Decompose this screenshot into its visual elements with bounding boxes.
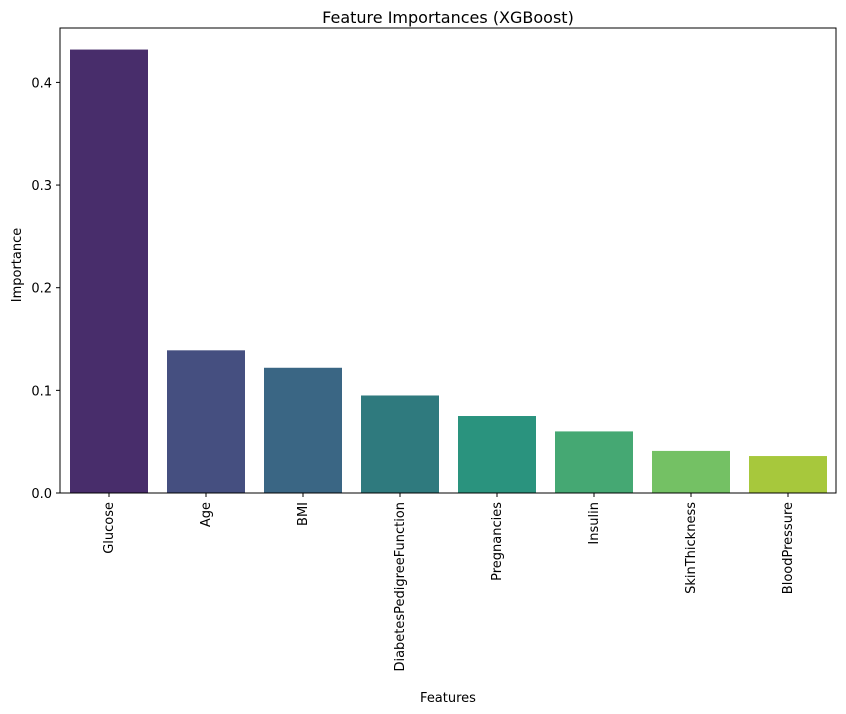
x-axis-ticks: Glucose Age BMI DiabetesPedigreeFunction Pre… (102, 493, 796, 672)
bars-group (70, 49, 827, 494)
y-tick-label: 0.2 (31, 282, 52, 297)
x-tick-label: SkinThickness (684, 502, 699, 594)
plot-frame (59, 27, 837, 494)
x-axis-label: Features (420, 691, 476, 706)
bar-glucose (70, 49, 148, 494)
bar-age (167, 350, 245, 493)
bar-insulin (555, 431, 633, 493)
x-tick-label: Insulin (587, 502, 602, 545)
y-axis-ticks: 0.0 0.1 0.2 0.3 0.4 (31, 76, 60, 502)
y-tick-label: 0.4 (31, 76, 52, 91)
y-axis-label: Importance (10, 228, 25, 303)
y-tick-label: 0.3 (31, 179, 52, 194)
y-tick-label: 0.0 (31, 487, 52, 502)
x-tick-label: BMI (296, 502, 311, 526)
x-tick-label: DiabetesPedigreeFunction (393, 502, 408, 672)
x-tick-label: Pregnancies (490, 502, 505, 581)
bar-pregnancies (458, 416, 536, 493)
y-tick-label: 0.1 (31, 384, 52, 399)
x-tick-label: Glucose (102, 502, 117, 554)
bar-diabetespedigreefunction (361, 395, 439, 493)
x-tick-label: BloodPressure (781, 502, 796, 594)
bar-bmi (264, 367, 342, 493)
bar-skinthickness (652, 450, 730, 493)
chart-title: Feature Importances (XGBoost) (322, 8, 574, 27)
x-tick-label: Age (199, 502, 214, 527)
bar-bloodpressure (749, 456, 827, 493)
